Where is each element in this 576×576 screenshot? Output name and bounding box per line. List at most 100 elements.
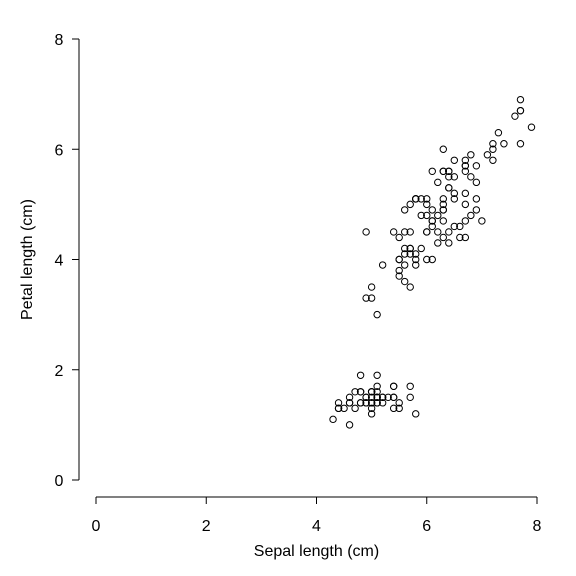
data-point [516, 95, 525, 104]
data-point [461, 233, 470, 242]
data-point [467, 151, 475, 159]
data-point [389, 404, 398, 413]
y-axis-title: Petal length (cm) [19, 199, 36, 320]
data-point [461, 217, 470, 225]
data-point [417, 244, 425, 253]
y-tick-label: 0 [55, 473, 64, 490]
data-point [423, 255, 431, 264]
data-point [362, 393, 370, 402]
data-point [461, 156, 470, 164]
data-point [456, 222, 464, 231]
data-point [461, 189, 470, 198]
y-tick-label: 8 [55, 32, 64, 49]
data-point [367, 393, 376, 402]
data-point [367, 283, 376, 291]
data-point [401, 206, 409, 214]
data-point [445, 173, 453, 181]
data-point [445, 184, 453, 192]
data-point [450, 222, 459, 231]
x-tick-label: 8 [533, 518, 542, 535]
data-point [378, 393, 387, 402]
data-point [516, 106, 525, 115]
data-point [434, 239, 442, 247]
data-point [500, 140, 508, 148]
data-point [401, 228, 409, 236]
data-point [351, 404, 359, 413]
data-point [445, 239, 453, 247]
data-point [461, 167, 470, 176]
data-point [489, 156, 497, 164]
data-points [329, 95, 536, 429]
data-point [417, 211, 425, 220]
data-point [511, 112, 519, 120]
data-point [423, 228, 431, 236]
data-point [439, 167, 447, 176]
data-point [356, 371, 365, 379]
data-point [395, 272, 403, 280]
data-point [472, 162, 481, 170]
data-point [406, 250, 414, 258]
data-point [439, 200, 447, 209]
data-point [461, 162, 470, 170]
data-point [389, 228, 398, 236]
data-point [434, 178, 442, 187]
data-point [483, 151, 492, 159]
data-point [378, 399, 387, 407]
data-point [406, 228, 414, 236]
data-point [489, 145, 497, 153]
data-point [395, 404, 403, 413]
data-point [412, 410, 420, 418]
data-point [406, 393, 414, 402]
y-axis: 0 2 4 6 8 [55, 32, 80, 490]
data-point [367, 294, 376, 302]
data-point [472, 178, 481, 187]
data-point [356, 388, 365, 396]
data-point [412, 261, 420, 269]
data-point [362, 294, 370, 302]
data-point [395, 399, 403, 407]
data-point [395, 255, 403, 264]
data-point [527, 123, 536, 131]
y-tick-label: 4 [55, 253, 64, 270]
x-tick-label: 4 [312, 518, 321, 535]
data-point [456, 233, 464, 242]
data-point [467, 173, 475, 181]
data-point [340, 404, 348, 413]
data-point [401, 261, 409, 269]
data-point [384, 393, 392, 402]
data-point [378, 261, 387, 269]
data-point [439, 217, 447, 225]
data-point [450, 156, 459, 164]
data-point [334, 404, 343, 413]
data-point [494, 129, 503, 137]
data-point [439, 233, 447, 242]
data-point [373, 388, 381, 396]
data-point [406, 244, 414, 253]
data-point [373, 310, 381, 319]
data-point [428, 217, 436, 225]
data-point [428, 167, 436, 176]
data-point [467, 211, 475, 220]
data-point [423, 211, 431, 220]
x-axis-title: Sepal length (cm) [254, 543, 379, 560]
data-point [401, 244, 409, 253]
data-point [334, 399, 343, 407]
data-point [516, 140, 525, 148]
data-point [406, 382, 414, 390]
data-point [401, 277, 409, 286]
data-point [428, 255, 436, 264]
data-point [345, 399, 354, 407]
y-tick-label: 6 [55, 142, 64, 159]
data-point [389, 393, 398, 402]
data-point [423, 195, 431, 203]
data-point [367, 399, 376, 407]
data-point [406, 200, 414, 209]
data-point [367, 404, 376, 413]
data-point [373, 382, 381, 390]
data-point [428, 222, 436, 231]
data-point [367, 388, 376, 396]
data-point [434, 211, 442, 220]
data-point [395, 266, 403, 275]
x-axis: 0 2 4 6 8 [92, 496, 542, 535]
